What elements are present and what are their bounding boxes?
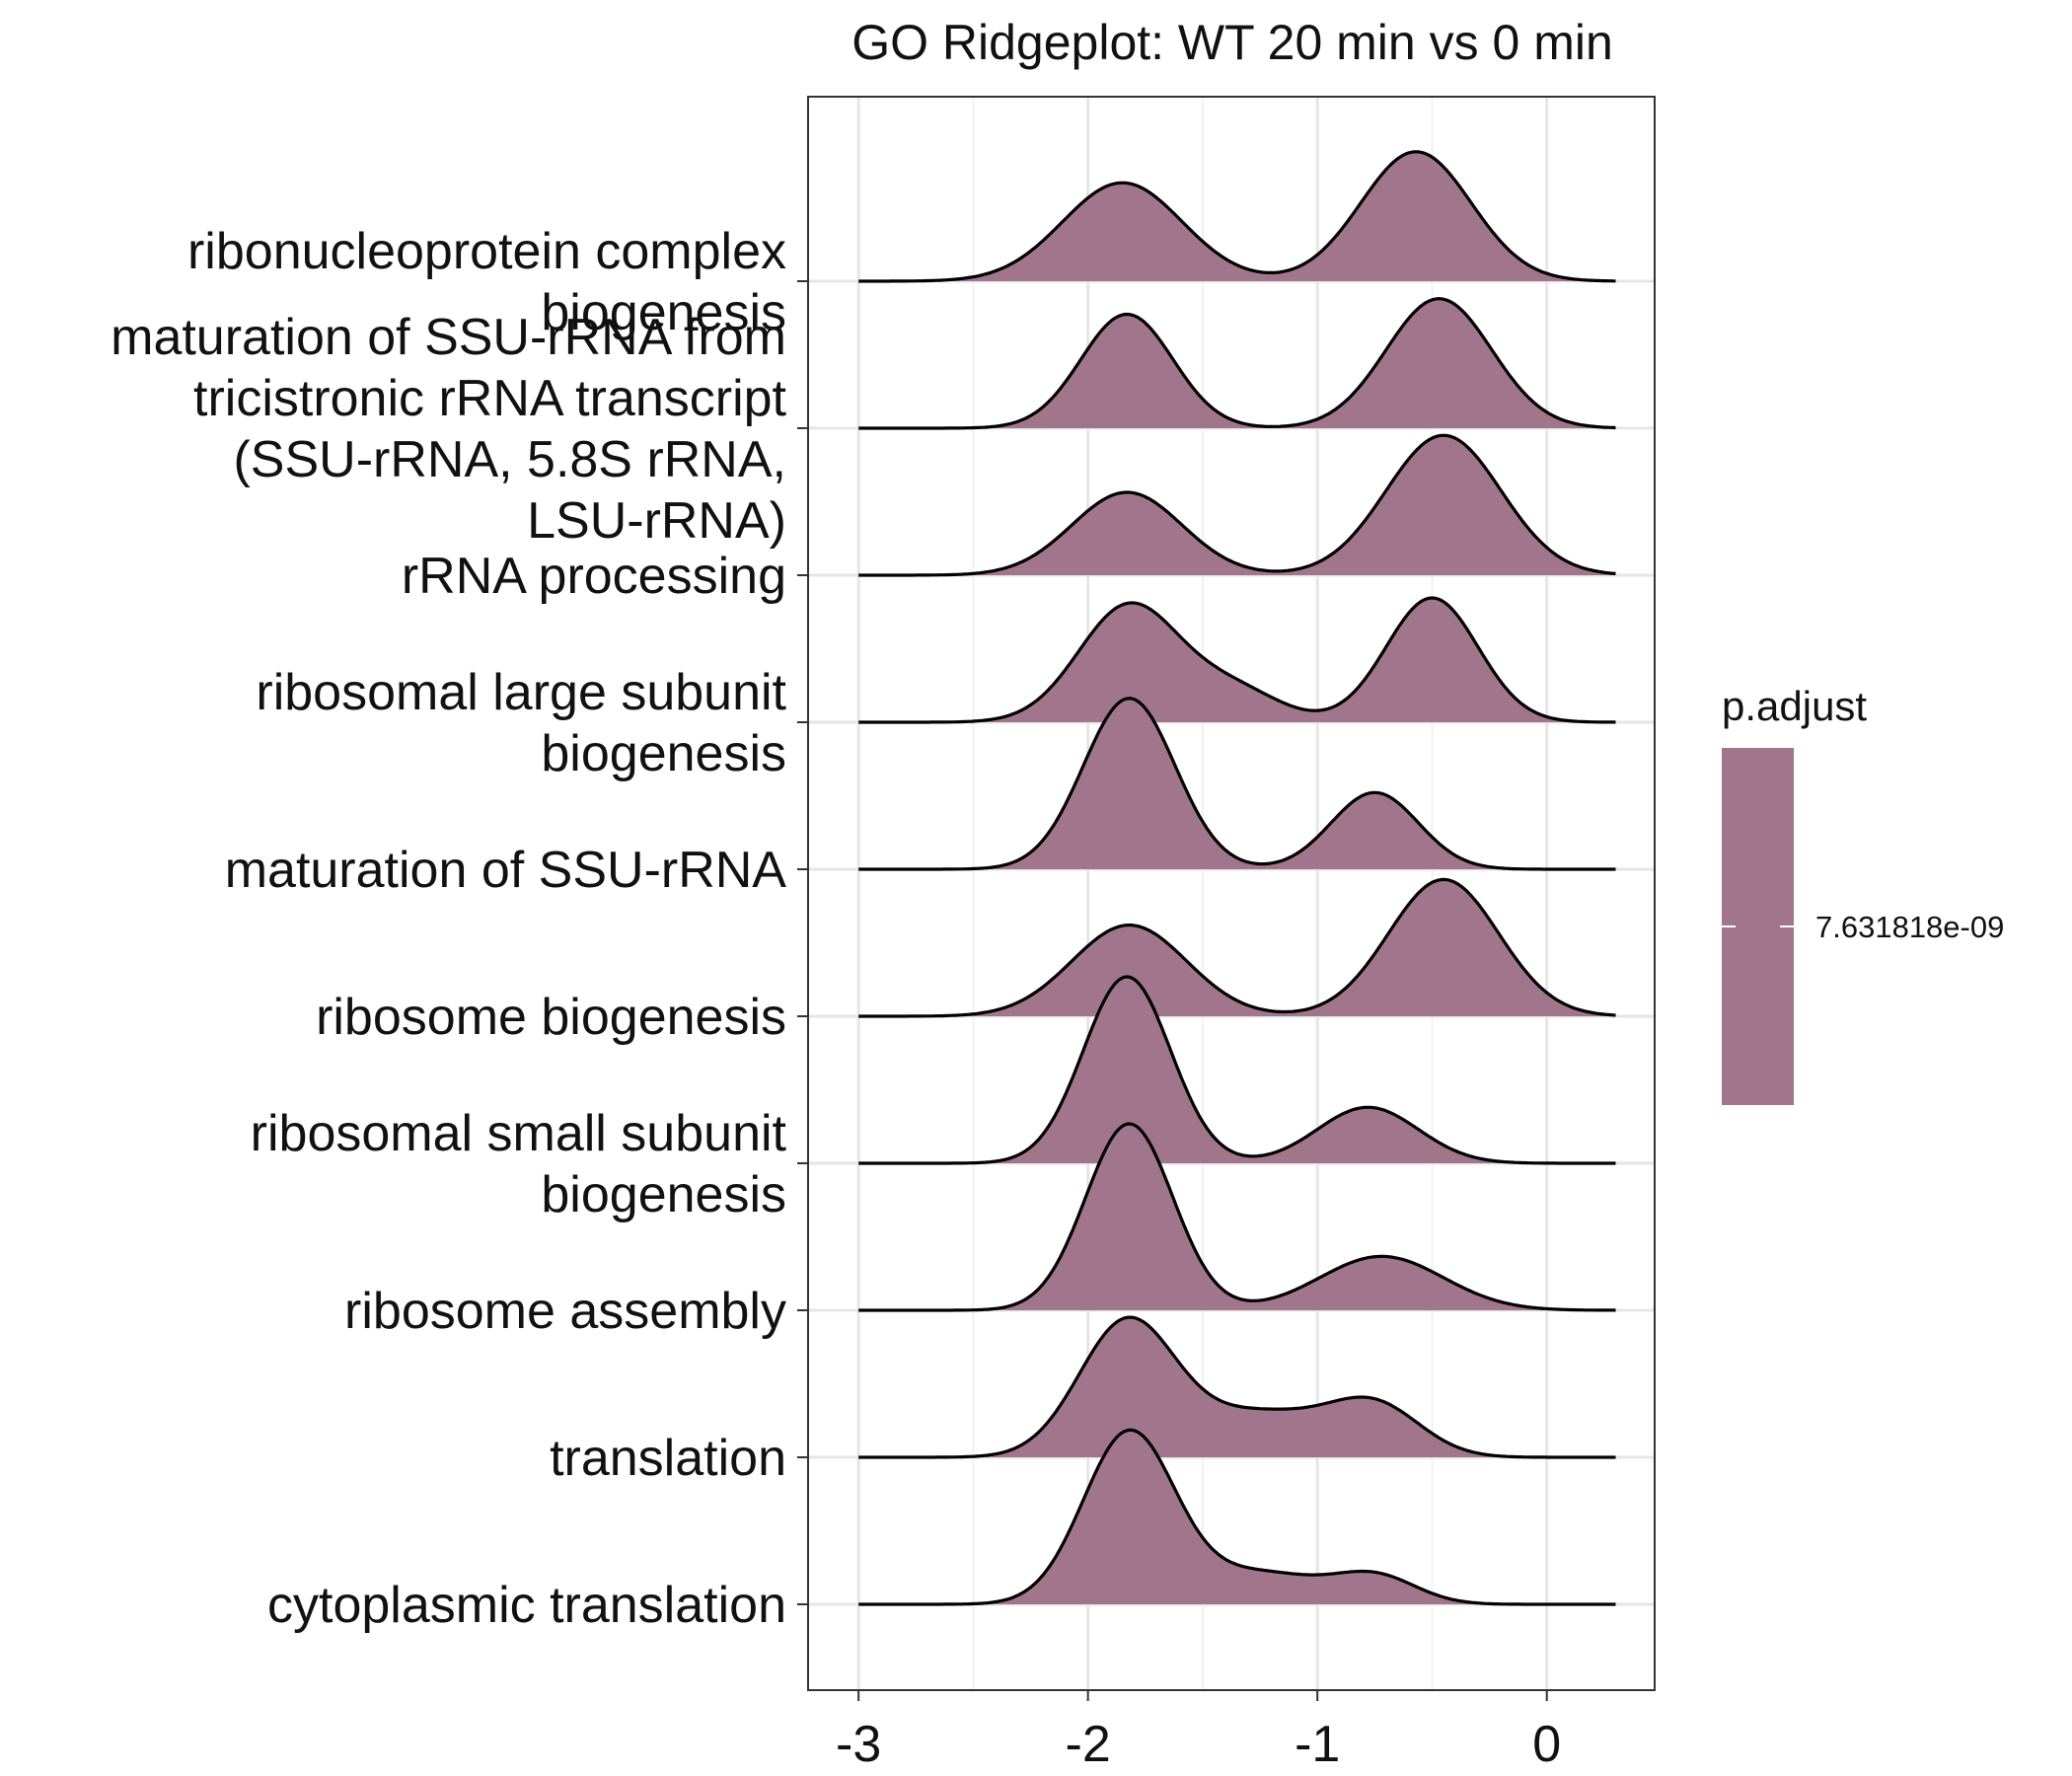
ridge-outline [858, 1315, 1616, 1459]
legend: p.adjust 7.631818e-09 [1722, 683, 2004, 1105]
ridges [858, 150, 1616, 1606]
x-tick-label: -1 [1295, 1716, 1340, 1773]
ridge-fill [858, 1430, 1616, 1604]
x-tick-label: -2 [1066, 1716, 1111, 1773]
ridge-outline [858, 1428, 1616, 1606]
y-tick-label: ribonucleoprotein complex biogenesis [187, 223, 786, 341]
ridge-7 [858, 975, 1616, 1165]
ridge-6 [858, 877, 1616, 1018]
plot-panel-border [807, 96, 1656, 1691]
y-tick-label: ribosomal large subunit biogenesis [256, 664, 786, 782]
ridge-fill [858, 879, 1616, 1016]
y-tick-label: ribosome biogenesis [316, 989, 786, 1046]
y-tick-label-line: biogenesis [541, 284, 786, 341]
legend-title: p.adjust [1722, 683, 1867, 729]
ridge-outline [858, 877, 1616, 1018]
y-tick-label-line: ribosome biogenesis [316, 989, 786, 1046]
y-tick-label-line: ribosomal large subunit [256, 664, 786, 721]
y-tick-label: ribosome assembly [344, 1283, 786, 1340]
ridge-fill [858, 151, 1616, 281]
ridge-1 [858, 150, 1616, 283]
y-tick-label-line: biogenesis [541, 725, 786, 782]
y-tick-label-line: translation [550, 1430, 786, 1487]
y-tick-label: cytoplasmic translation [267, 1577, 786, 1634]
y-tick-label-line: maturation of SSU-rRNA [225, 842, 787, 899]
y-tick-label-line: ribosomal small subunit [251, 1105, 787, 1162]
x-tick-label: -3 [836, 1716, 881, 1773]
ridge-9 [858, 1315, 1616, 1459]
ridge-10 [858, 1428, 1616, 1606]
legend-value-label: 7.631818e-09 [1815, 910, 2004, 944]
ridge-fill [858, 435, 1616, 575]
ridge-outline [858, 1122, 1616, 1312]
x-tick-label: 0 [1532, 1716, 1561, 1773]
y-tick-label: maturation of SSU-rRNA [225, 842, 787, 899]
ridge-2 [858, 297, 1616, 430]
ridge-4 [858, 596, 1616, 724]
y-tick-label: ribosomal small subunit biogenesis [251, 1105, 787, 1223]
y-tick-label-line: ribonucleoprotein complex [187, 223, 786, 280]
y-tick-label-line: LSU-rRNA) [527, 492, 786, 550]
ridge-3 [858, 433, 1616, 577]
y-tick-label: maturation of SSU-rRNA from tricistronic … [111, 309, 786, 550]
ridge-outline [858, 697, 1616, 871]
y-tick-label-line: ribosome assembly [344, 1283, 786, 1340]
ridge-outline [858, 596, 1616, 724]
chart-title: GO Ridgeplot: WT 20 min vs 0 min [851, 15, 1613, 70]
ridge-outline [858, 433, 1616, 577]
ridge-outline [858, 297, 1616, 430]
y-axis: ribonucleoprotein complex biogenesismatur… [111, 223, 808, 1634]
y-tick-label-line: (SSU-rRNA, 5.8S rRNA, [233, 431, 786, 488]
ridge-5 [858, 697, 1616, 871]
y-tick-label-line: rRNA processing [402, 548, 786, 605]
y-tick-label: rRNA processing [402, 548, 786, 605]
y-tick-label-line: biogenesis [541, 1166, 786, 1223]
y-tick-label-line: tricistronic rRNA transcript [193, 370, 787, 427]
x-axis: -3 -2 -1 0 [836, 1690, 1561, 1773]
ridge-outline [858, 150, 1616, 283]
y-tick-label: translation [550, 1430, 786, 1487]
ridge-outline [858, 975, 1616, 1165]
y-tick-label-line: maturation of SSU-rRNA from [111, 309, 786, 366]
y-tick-label-line: cytoplasmic translation [267, 1577, 786, 1634]
ridge-fill [858, 298, 1616, 428]
ridge-8 [858, 1122, 1616, 1312]
